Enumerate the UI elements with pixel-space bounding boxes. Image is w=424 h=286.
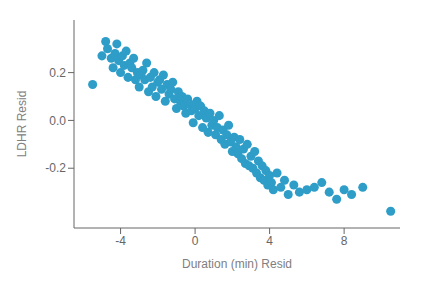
svg-text:-0.2: -0.2 <box>45 161 66 175</box>
svg-text:LDHR Resid: LDHR Resid <box>15 91 29 158</box>
svg-text:Duration (min) Resid: Duration (min) Resid <box>182 257 292 271</box>
svg-text:4: 4 <box>266 234 273 248</box>
svg-text:0.0: 0.0 <box>49 114 66 128</box>
svg-text:8: 8 <box>341 234 348 248</box>
svg-text:0: 0 <box>192 234 199 248</box>
svg-text:-4: -4 <box>115 234 126 248</box>
svg-text:0.2: 0.2 <box>49 66 66 80</box>
